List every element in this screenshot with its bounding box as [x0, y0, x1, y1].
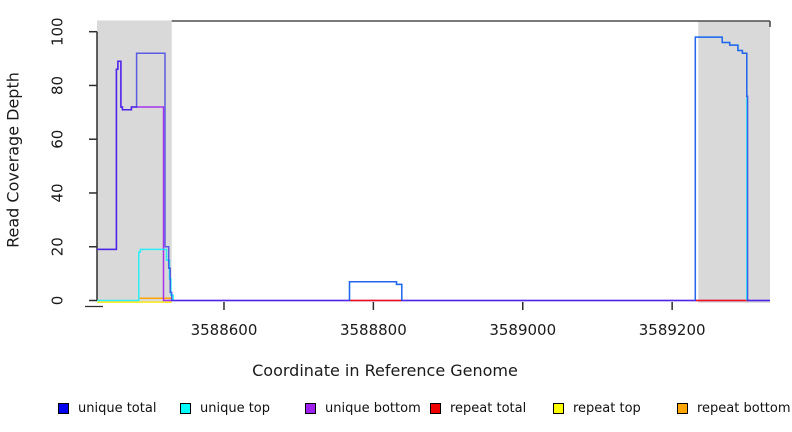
y-tick-label: 0	[49, 296, 67, 306]
legend-item-repeat-top: repeat top	[553, 398, 641, 418]
shaded-region	[698, 20, 770, 303]
legend: unique total unique top unique bottom repea…	[0, 398, 792, 422]
x-axis-title: Coordinate in Reference Genome	[252, 361, 518, 380]
legend-swatch-icon	[58, 402, 69, 414]
series-line-unique-bottom	[97, 60, 770, 302]
x-tick-label: 3588600	[191, 321, 258, 339]
legend-swatch-icon	[553, 402, 564, 414]
legend-label: repeat bottom	[697, 400, 791, 416]
y-tick-label: 60	[49, 130, 67, 149]
y-tick-label: 80	[49, 76, 67, 95]
legend-label: unique bottom	[325, 400, 421, 416]
legend-item-unique-top: unique top	[180, 398, 270, 418]
y-tick-label: 20	[49, 237, 67, 256]
legend-swatch-icon	[430, 402, 441, 414]
y-tick-label: 100	[49, 17, 67, 46]
legend-swatch-icon	[180, 402, 191, 414]
series-line-unique-total	[97, 36, 770, 302]
y-axis-title: Read Coverage Depth	[3, 72, 23, 248]
legend-swatch-icon	[305, 402, 316, 414]
legend-item-unique-total: unique total	[58, 398, 156, 418]
legend-label: repeat top	[573, 400, 641, 416]
x-tick-label: 3588800	[340, 321, 407, 339]
x-tick-label: 3589000	[489, 321, 556, 339]
legend-label: unique total	[78, 400, 157, 416]
shaded-region	[97, 20, 172, 303]
legend-label: unique top	[200, 400, 271, 416]
y-tick-label: 40	[49, 183, 67, 202]
series-line-unique-top	[97, 248, 174, 302]
legend-item-repeat-bottom: repeat bottom	[677, 398, 791, 418]
legend-swatch-icon	[677, 402, 688, 414]
legend-item-repeat-total: repeat total	[430, 398, 526, 418]
legend-label: repeat total	[450, 400, 527, 416]
series-line-unique-top	[348, 280, 403, 301]
x-tick-label: 3589200	[639, 321, 706, 339]
legend-item-unique-bottom: unique bottom	[305, 398, 421, 418]
